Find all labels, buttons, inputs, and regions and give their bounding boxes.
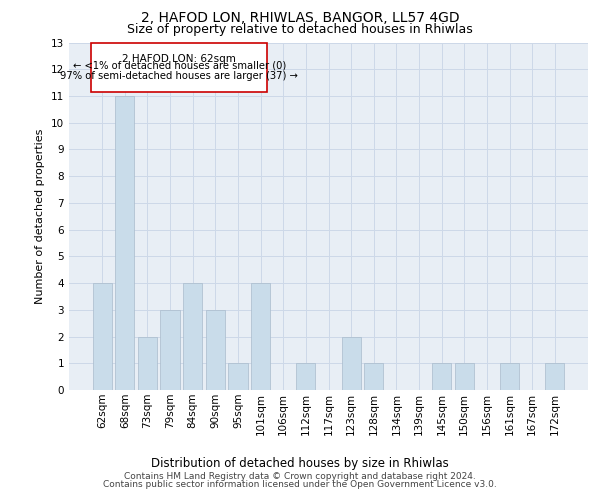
Bar <box>206 310 225 390</box>
Text: ← <1% of detached houses are smaller (0): ← <1% of detached houses are smaller (0) <box>73 61 286 71</box>
Bar <box>229 364 248 390</box>
Text: Contains public sector information licensed under the Open Government Licence v3: Contains public sector information licen… <box>103 480 497 489</box>
Bar <box>115 96 134 390</box>
Bar <box>432 364 451 390</box>
Bar <box>455 364 474 390</box>
Bar <box>138 336 157 390</box>
Bar <box>296 364 316 390</box>
Bar <box>251 283 270 390</box>
Text: Distribution of detached houses by size in Rhiwlas: Distribution of detached houses by size … <box>151 457 449 470</box>
Text: 2 HAFOD LON: 62sqm: 2 HAFOD LON: 62sqm <box>122 54 236 64</box>
Bar <box>500 364 519 390</box>
Bar <box>92 283 112 390</box>
Bar <box>341 336 361 390</box>
Text: 97% of semi-detached houses are larger (37) →: 97% of semi-detached houses are larger (… <box>61 70 298 81</box>
Text: Size of property relative to detached houses in Rhiwlas: Size of property relative to detached ho… <box>127 22 473 36</box>
Bar <box>183 283 202 390</box>
Bar <box>364 364 383 390</box>
Text: 2, HAFOD LON, RHIWLAS, BANGOR, LL57 4GD: 2, HAFOD LON, RHIWLAS, BANGOR, LL57 4GD <box>140 11 460 25</box>
Bar <box>545 364 565 390</box>
FancyBboxPatch shape <box>91 42 268 92</box>
Y-axis label: Number of detached properties: Number of detached properties <box>35 128 46 304</box>
Text: Contains HM Land Registry data © Crown copyright and database right 2024.: Contains HM Land Registry data © Crown c… <box>124 472 476 481</box>
Bar <box>160 310 180 390</box>
